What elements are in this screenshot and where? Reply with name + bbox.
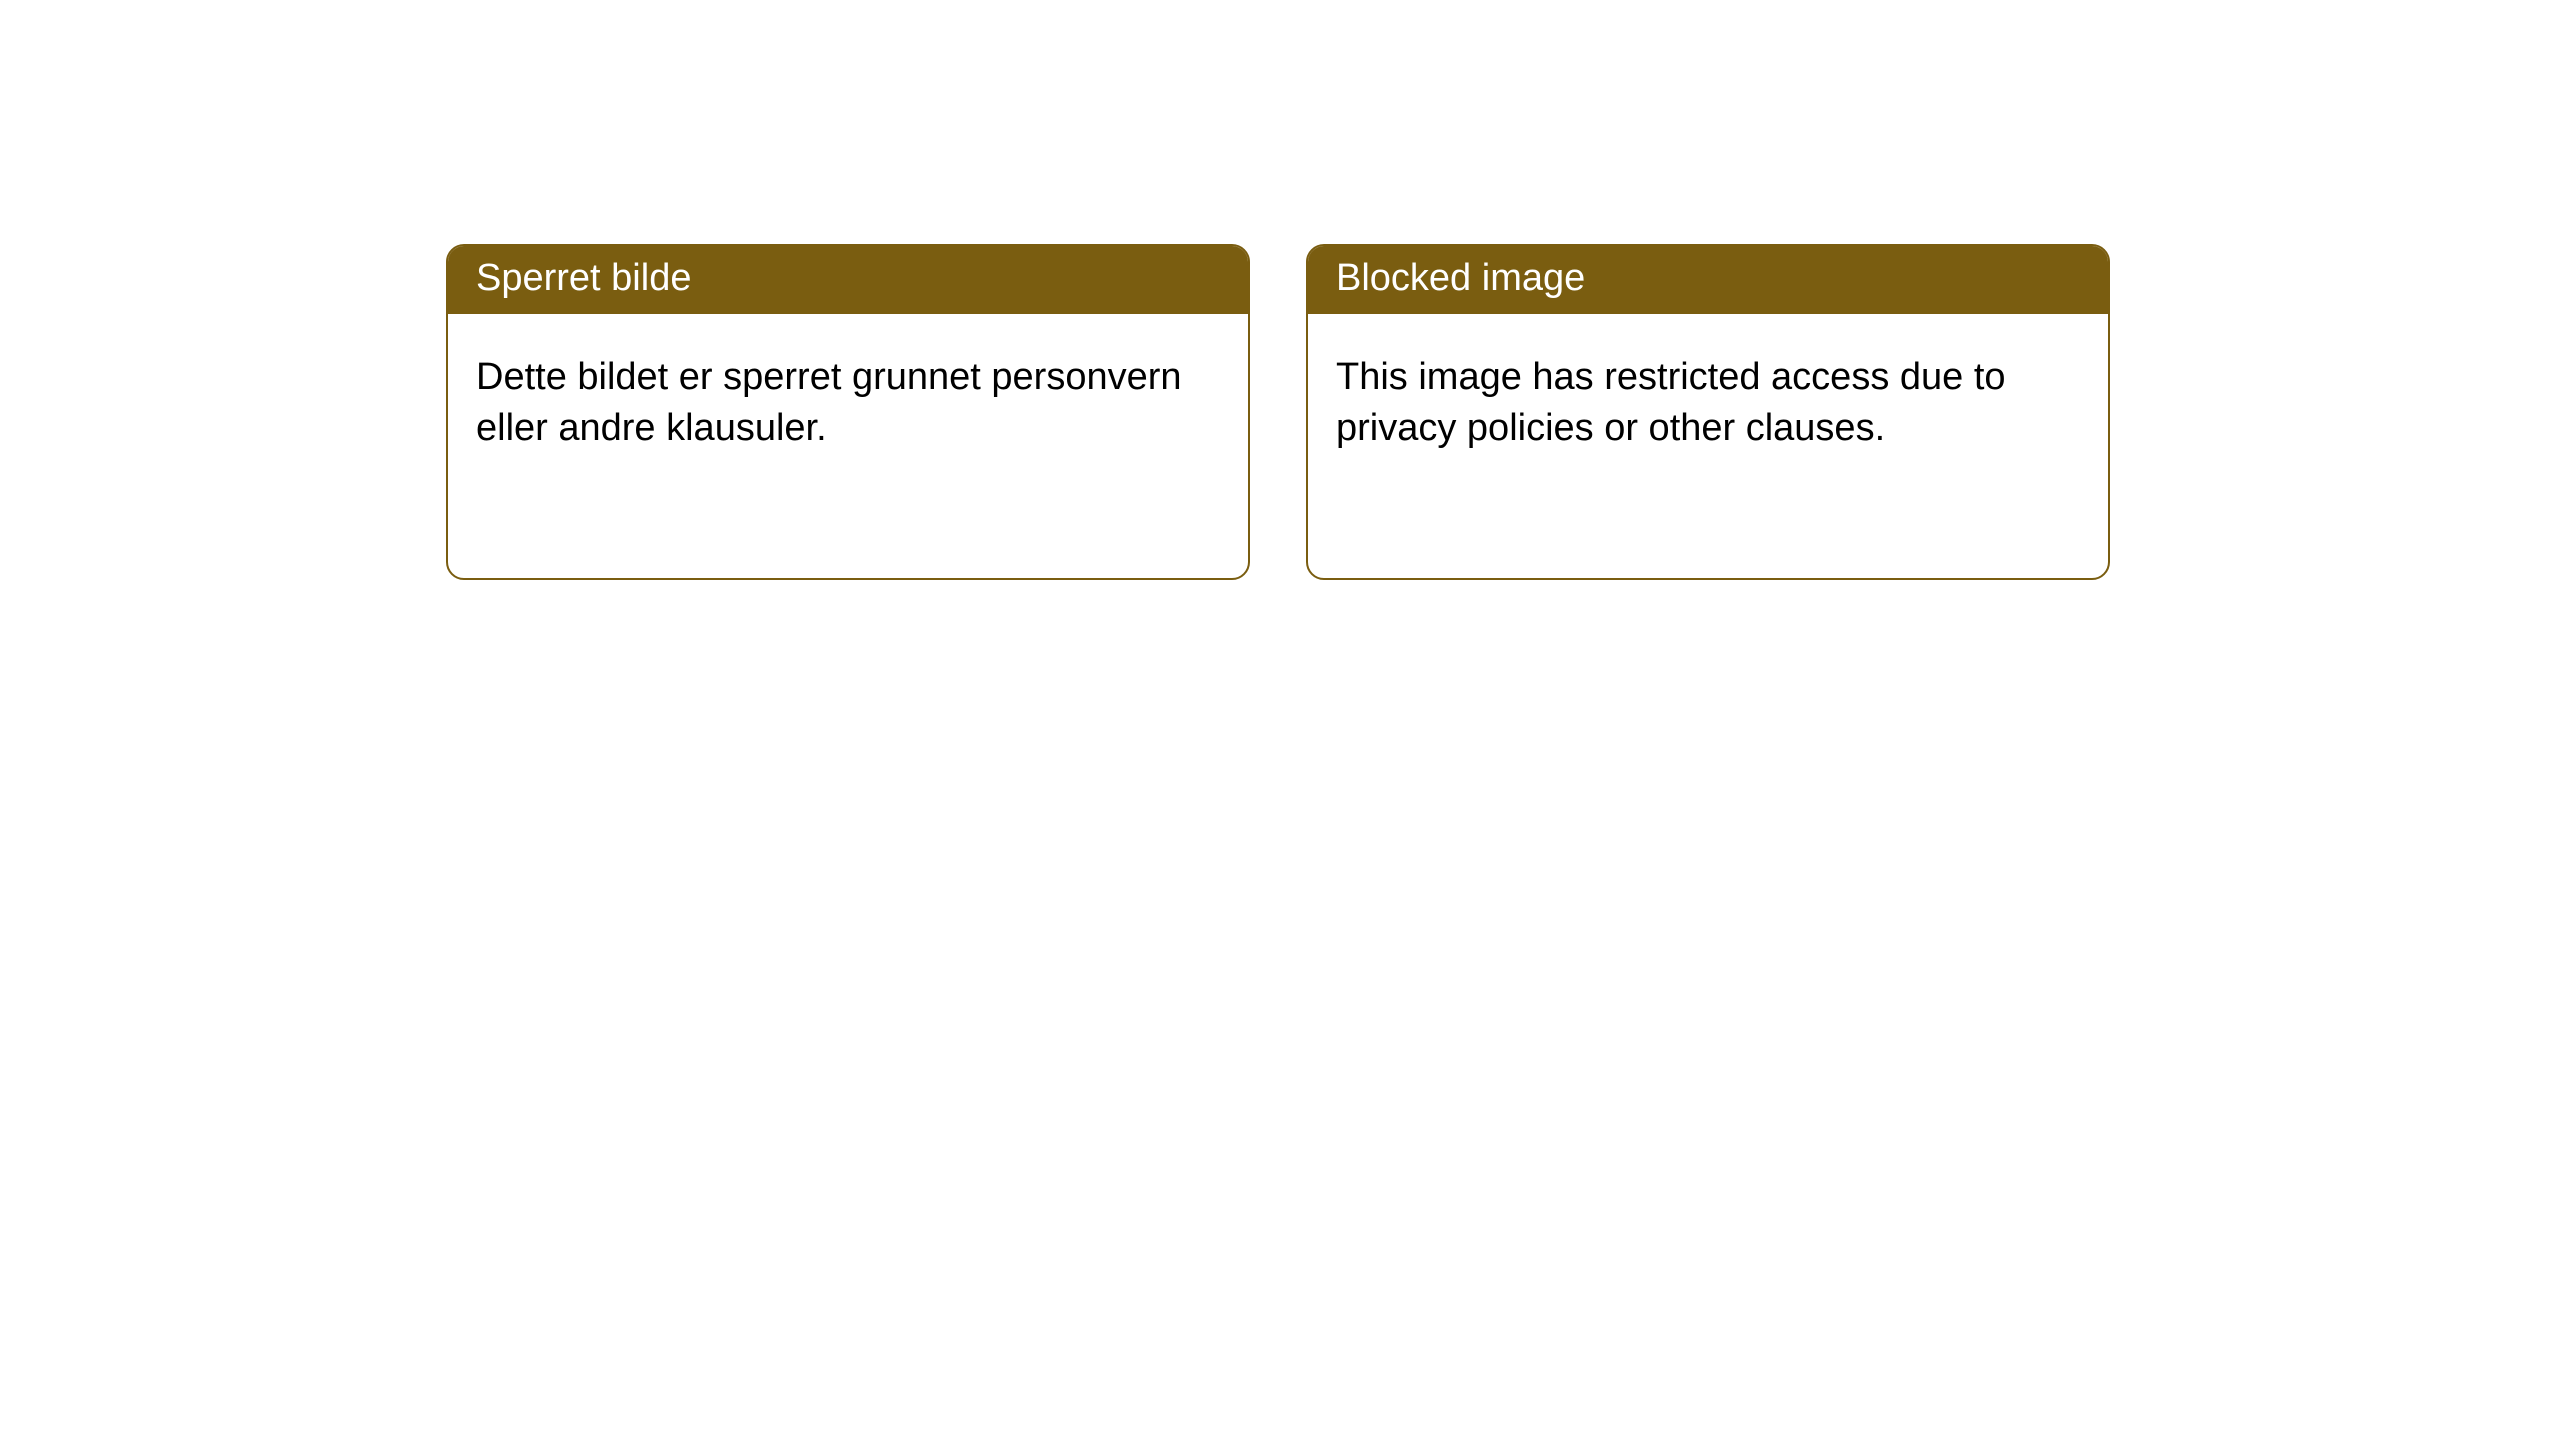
notice-header-no: Sperret bilde [448,246,1248,314]
notice-card-no: Sperret bilde Dette bildet er sperret gr… [446,244,1250,580]
notice-header-en: Blocked image [1308,246,2108,314]
notice-body-no: Dette bildet er sperret grunnet personve… [448,314,1248,483]
notice-body-en: This image has restricted access due to … [1308,314,2108,483]
notice-container: Sperret bilde Dette bildet er sperret gr… [0,0,2560,580]
notice-card-en: Blocked image This image has restricted … [1306,244,2110,580]
